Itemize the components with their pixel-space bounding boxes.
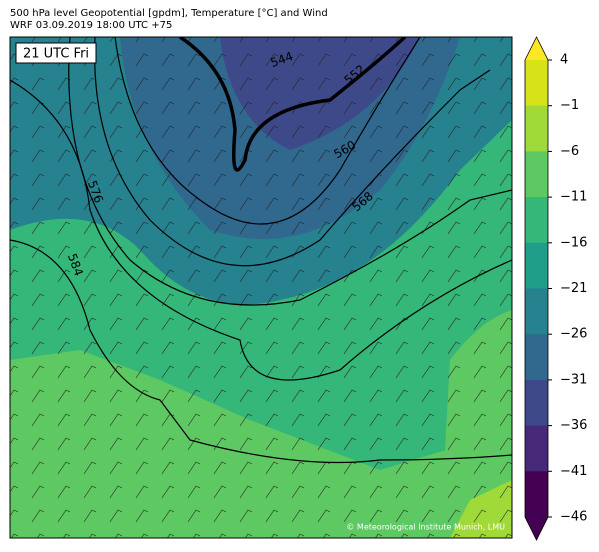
subtitle: WRF 03.09.2019 18:00 UTC +75: [10, 20, 172, 31]
colorbar-band: [525, 197, 548, 244]
colorbar-tick-label: −31: [560, 372, 587, 387]
colorbar-band: [525, 60, 548, 107]
title: 500 hPa level Geopotential [gpdm], Tempe…: [10, 8, 328, 19]
time-label-box: [15, 42, 97, 64]
colorbar-tick-label: −11: [560, 190, 587, 205]
colorbar-extension: [525, 37, 548, 60]
colorbar-band: [525, 242, 548, 289]
colorbar-tick-label: −6: [560, 144, 579, 159]
colorbar-extension: [525, 517, 548, 540]
colorbar-band: [525, 471, 548, 518]
wind-barbs: [10, 37, 512, 538]
colorbar-band: [525, 334, 548, 381]
colorbar-tick-label: 4: [560, 53, 568, 68]
colorbar-tick-label: −21: [560, 281, 587, 296]
colorbar-tick-label: −26: [560, 327, 587, 342]
colorbar-tick-label: −36: [560, 418, 587, 433]
colorbar-band: [525, 105, 548, 152]
colorbar-band: [525, 151, 548, 198]
colorbar-tick-label: −16: [560, 235, 587, 250]
colorbar-band: [525, 288, 548, 335]
map-frame: [9, 36, 513, 539]
colorbar: 4 −1 −6 −11 −16 −21 −26 −31 −36 −41 −46: [524, 36, 587, 541]
colorbar-tick-label: −41: [560, 464, 587, 479]
colorbar-tick-label: −1: [560, 98, 579, 113]
colorbar-band: [525, 425, 548, 472]
contours: [10, 37, 512, 464]
time-label: 21 UTC Fri: [23, 47, 89, 62]
colorbar-tick-label: −46: [560, 510, 587, 525]
map: [10, 37, 512, 538]
credit: © Meteorological Institute Munich, LMU: [346, 523, 505, 532]
colorbar-band: [525, 379, 548, 427]
